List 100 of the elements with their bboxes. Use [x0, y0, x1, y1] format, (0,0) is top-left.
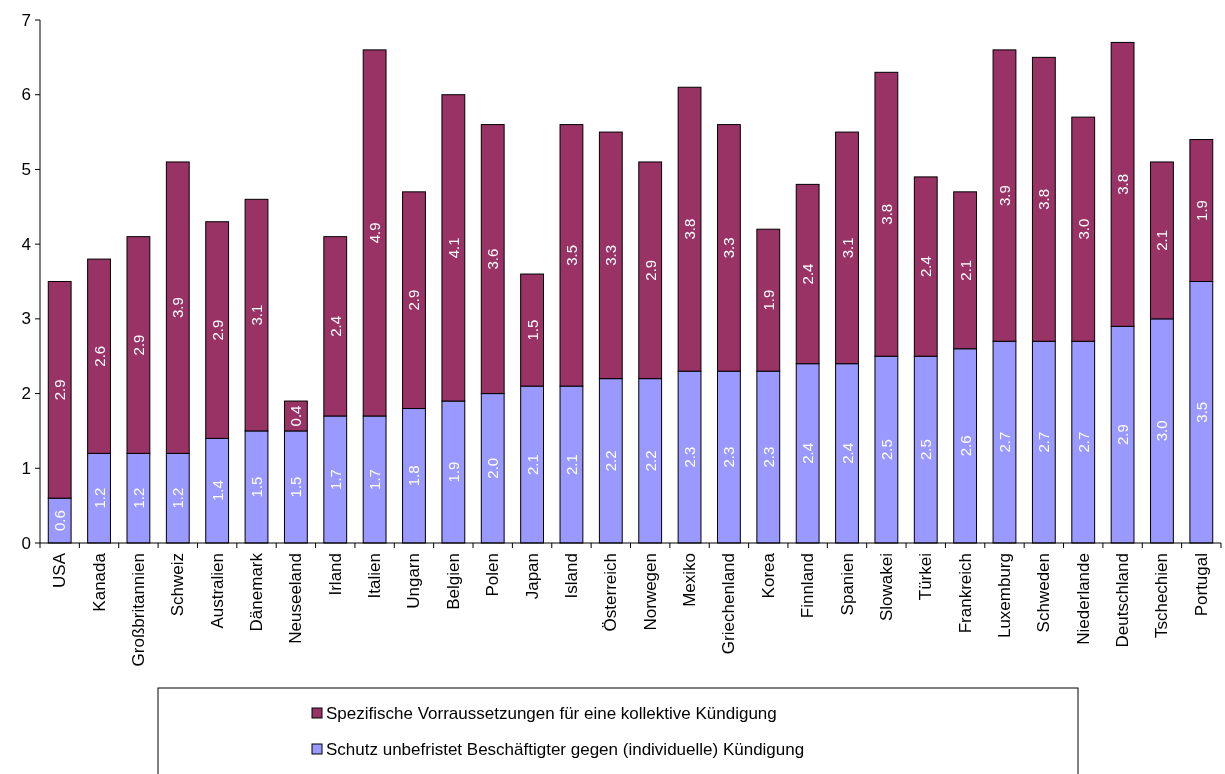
data-label: 1.5	[248, 476, 266, 498]
data-label: 2.2	[602, 450, 620, 472]
x-tick-label: Japan	[522, 553, 542, 600]
data-label: 1.9	[759, 289, 777, 311]
y-tick-label: 5	[21, 159, 31, 179]
x-tick-label: Polen	[483, 553, 503, 597]
data-label: 3.9	[169, 297, 187, 319]
x-tick-label: Spanien	[837, 553, 857, 616]
data-label: 2.4	[917, 256, 935, 277]
x-tick-label: USA	[50, 552, 70, 588]
data-label: 1.7	[366, 469, 384, 490]
data-label: 1.5	[523, 319, 541, 341]
x-tick-label: Norwegen	[640, 553, 660, 631]
x-tick-label: Neuseeland	[286, 553, 306, 644]
data-label: 3.5	[1192, 401, 1210, 423]
data-label: 2.4	[799, 442, 817, 464]
data-label: 1.2	[90, 487, 108, 509]
x-tick-label: Österreich	[601, 553, 621, 632]
data-label: 2.4	[799, 263, 817, 285]
data-label: 4.9	[366, 222, 384, 244]
x-tick-label: Niederlande	[1073, 553, 1093, 645]
data-label: 2.1	[523, 454, 541, 475]
data-label: 2.1	[1153, 229, 1171, 251]
x-tick-label: Slowakei	[876, 553, 896, 622]
data-label: 3.0	[1074, 218, 1092, 240]
x-tick-label: Griechenland	[719, 553, 739, 655]
x-tick-label: Großbritannien	[128, 553, 148, 667]
data-label: 2.9	[1114, 424, 1132, 446]
data-label: 3.8	[1114, 173, 1132, 195]
data-label: 3.8	[1035, 188, 1053, 210]
data-label: 1.4	[208, 480, 226, 502]
y-tick-label: 4	[21, 234, 31, 254]
data-label: 2.3	[759, 446, 777, 468]
x-tick-label: Belgien	[443, 553, 463, 610]
x-tick-label: Mexiko	[680, 553, 700, 607]
data-label: 1.7	[326, 469, 344, 490]
data-label: 2.7	[995, 431, 1013, 453]
data-label: 3.8	[877, 203, 895, 225]
data-label: 3.3	[720, 237, 738, 259]
data-label: 1.8	[405, 465, 423, 487]
data-label: 2.9	[641, 259, 659, 281]
data-label: 2.4	[838, 442, 856, 464]
data-label: 0.6	[51, 510, 69, 532]
x-tick-label: Portugal	[1191, 553, 1211, 617]
y-tick-label: 3	[21, 309, 31, 329]
y-tick-label: 7	[21, 10, 31, 30]
x-tick-label: Deutschland	[1113, 553, 1133, 648]
data-label: 2.0	[484, 457, 502, 479]
data-label: 2.9	[208, 319, 226, 341]
y-tick-label: 6	[21, 85, 31, 105]
data-label: 2.9	[51, 379, 69, 401]
x-tick-label: Dänemark	[247, 552, 267, 632]
data-label: 2.9	[129, 334, 147, 356]
x-tick-label: Irland	[325, 553, 345, 596]
data-label: 3.5	[562, 244, 580, 266]
x-tick-label: Italien	[365, 553, 385, 599]
data-label: 3.8	[681, 218, 699, 240]
legend-label: Spezifische Vorraussetzungen für eine kollektive Kündigung	[326, 703, 777, 723]
x-tick-label: Australien	[207, 553, 227, 629]
data-label: 3.3	[602, 244, 620, 266]
data-label: 2.7	[1035, 431, 1053, 453]
data-label: 3.9	[995, 185, 1013, 207]
y-tick-label: 1	[21, 458, 31, 478]
data-label: 3.1	[248, 304, 266, 326]
data-label: 4.1	[444, 237, 462, 259]
data-label: 1.2	[129, 487, 147, 509]
x-tick-label: Kanada	[89, 552, 109, 612]
data-label: 0.4	[287, 405, 305, 427]
y-tick-label: 0	[21, 533, 31, 553]
data-label: 3.1	[838, 237, 856, 259]
y-tick-label: 2	[21, 384, 31, 404]
legend-label: Schutz unbefristet Beschäftigter gegen (individuelle) Kündigung	[326, 739, 805, 759]
data-label: 2.1	[956, 259, 974, 281]
x-tick-label: Luxemburg	[994, 553, 1014, 639]
x-tick-label: Finnland	[798, 553, 818, 619]
x-tick-label: Türkei	[916, 553, 936, 601]
data-label: 3.6	[484, 248, 502, 270]
data-label: 2.5	[877, 439, 895, 461]
data-label: 2.5	[917, 439, 935, 461]
x-tick-label: Island	[561, 553, 581, 599]
data-label: 2.9	[405, 289, 423, 311]
data-label: 2.3	[720, 446, 738, 468]
data-label: 1.9	[1192, 200, 1210, 221]
x-tick-label: Schweiz	[168, 553, 188, 617]
x-tick-label: Tschechien	[1152, 553, 1172, 639]
data-label: 1.9	[444, 461, 462, 483]
data-label: 2.3	[681, 446, 699, 468]
data-label: 1.2	[169, 487, 187, 509]
x-tick-label: Schweden	[1034, 553, 1054, 633]
data-label: 2.7	[1074, 431, 1092, 453]
x-tick-label: Ungarn	[404, 553, 424, 609]
data-label: 2.1	[562, 454, 580, 475]
data-label: 3.0	[1153, 420, 1171, 442]
data-label: 2.6	[90, 345, 108, 367]
x-tick-label: Frankreich	[955, 553, 975, 634]
data-label: 2.6	[956, 435, 974, 457]
data-label: 1.5	[287, 476, 305, 498]
x-tick-label: Korea	[758, 552, 778, 599]
data-label: 2.2	[641, 450, 659, 472]
data-label: 2.4	[326, 315, 344, 337]
